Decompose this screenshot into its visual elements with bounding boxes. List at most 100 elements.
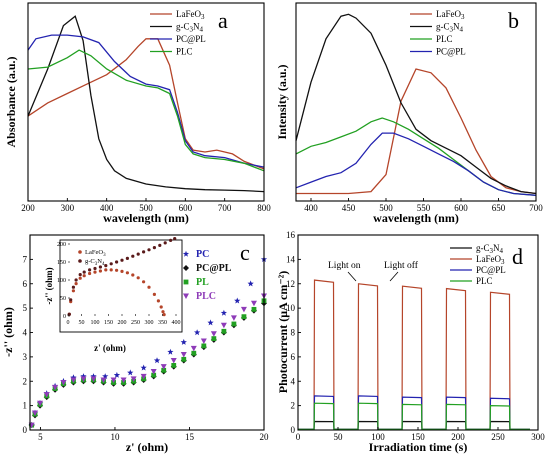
star-marker	[247, 280, 254, 287]
inset-point	[131, 254, 135, 258]
inset-point	[169, 238, 173, 242]
inset-xtick-label: 200	[118, 320, 127, 326]
inset-point	[74, 282, 78, 286]
triangle-marker	[60, 379, 67, 386]
inset-point	[115, 268, 119, 272]
panel-d-ytick-label: 6	[291, 352, 296, 362]
inset-series-g-C3N4	[67, 237, 177, 316]
panel-a-legend-entry: PC@PL	[176, 34, 206, 44]
square-marker	[241, 314, 247, 320]
panel-c-legend-entry: PLC	[196, 291, 216, 302]
inset-ytick-label: 0	[63, 314, 66, 320]
inset-xtick-label: 250	[131, 320, 140, 326]
panel-d-letter: d	[512, 244, 523, 269]
panel-a-xtick-label: 400	[100, 203, 114, 213]
inset-xtick-label: 400	[172, 320, 181, 326]
star-marker	[70, 374, 77, 381]
triangle-marker	[110, 377, 117, 384]
inset-point	[74, 278, 78, 282]
panel-b-xtick-label: 400	[304, 203, 318, 213]
panel-b-xtick-label: 450	[342, 203, 356, 213]
triangle-marker	[52, 384, 59, 391]
inset-point	[152, 246, 156, 250]
inset-point	[142, 280, 146, 284]
square-marker	[231, 321, 237, 327]
star-marker	[167, 348, 174, 355]
panel-c-ytick-label: 5	[23, 303, 28, 313]
inset-point	[78, 276, 82, 280]
panel-d-xtick-label: 0	[296, 432, 301, 442]
triangle-marker	[32, 410, 39, 416]
inset-xtick-label: 50	[79, 320, 85, 326]
star-marker	[140, 364, 147, 371]
triangle-marker	[130, 376, 137, 382]
panel-b-legend: LaFeO3​g-C3​N4​PLC PC@PL	[410, 9, 466, 57]
panel-a-legend: LaFeO3​g-C3​N4​PC@PL PLC	[150, 9, 206, 57]
inset-point	[93, 266, 97, 271]
panel-a-xtick-label: 500	[139, 203, 153, 213]
triangle-marker	[200, 338, 207, 345]
panel-c-ytick-label: 6	[23, 279, 28, 289]
panel-c-ytick-label: 4	[23, 328, 28, 338]
star-marker	[234, 297, 241, 304]
triangle-marker	[150, 369, 157, 375]
panel-d-xtick-label: 150	[411, 432, 425, 442]
inset-point	[98, 269, 102, 273]
square-marker	[151, 372, 157, 378]
panel-d-line-g-C3N4	[298, 420, 530, 430]
inset-point	[120, 269, 124, 273]
inset-xlabel: z' (ohm)	[94, 343, 126, 353]
panel-d-xtick-label: 50	[334, 432, 344, 442]
inset-point	[71, 285, 75, 289]
panel-b-xtick-label: 600	[454, 203, 468, 213]
inset-point	[82, 270, 86, 274]
inset-point	[136, 252, 140, 256]
panel-c-ytick-label: 0	[23, 425, 28, 435]
panel-a-line-PC@PL	[27, 34, 265, 168]
panel-b-xtick-label: 500	[379, 203, 393, 213]
inset-ytick-label: 150	[57, 260, 66, 266]
triangle-marker	[180, 351, 187, 358]
square-marker	[181, 356, 187, 362]
inset-point	[93, 270, 97, 274]
inset-legend-entry: LaFeO3​	[85, 249, 106, 258]
inset-legend-entry: g-C3​N4​	[85, 258, 105, 267]
panel-a-xtick-label: 200	[21, 203, 35, 213]
panel-d-ytick-label: 16	[286, 230, 296, 240]
inset-xtick-label: 0	[67, 320, 70, 326]
panel-a-line-PLC	[27, 49, 265, 172]
inset-point	[115, 260, 119, 264]
star-marker	[113, 371, 121, 378]
square-marker	[171, 363, 177, 368]
inset-point	[142, 250, 146, 254]
inset-point	[158, 243, 162, 247]
panel-b-xtick-label: 650	[492, 203, 506, 213]
inset-point	[109, 262, 113, 266]
panel-c-legend-entry: PC@PL	[196, 263, 232, 274]
square-marker	[183, 279, 189, 285]
panel-b: 400 450 500 550 600 650 700 wavelength (nm) In…	[275, 2, 543, 225]
panel-c-xtick-label: 5	[38, 432, 43, 442]
inset-point	[152, 292, 156, 296]
triangle-marker	[220, 322, 227, 329]
triangle-marker	[210, 331, 217, 337]
light-annotations: Light on Light off	[328, 260, 419, 282]
panel-a-xtick-label: 700	[218, 203, 232, 213]
panel-d-line-LaFeO3	[298, 279, 530, 430]
square-marker	[161, 367, 167, 373]
panel-c-ytick-label: 7	[23, 254, 28, 264]
inset-ytick-label: 200	[57, 242, 66, 248]
star-marker	[194, 329, 201, 336]
triangle-marker	[230, 315, 237, 321]
star-marker	[180, 338, 187, 345]
triangle-marker	[37, 400, 44, 407]
panel-b-legend-entry: PLC	[436, 34, 453, 44]
star-marker	[220, 309, 227, 316]
panel-d-legend-entry: g-C3​N4​	[476, 243, 504, 255]
triangle-marker	[190, 345, 197, 352]
panel-a-xlabel: wavelength (nm)	[103, 211, 189, 225]
inset-legend-marker	[78, 259, 82, 263]
inset-xtick-label: 150	[104, 320, 113, 326]
